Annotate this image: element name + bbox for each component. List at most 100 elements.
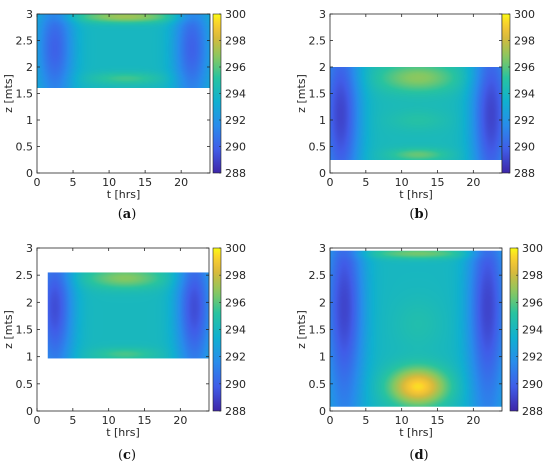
y-tick-label: 1 — [319, 351, 326, 364]
x-tick-label: 10 — [102, 176, 116, 189]
colorbar-tick-label: 290 — [225, 141, 246, 154]
heatmap-field — [47, 272, 209, 359]
y-tick-label: 0.5 — [16, 141, 34, 154]
colorbar-tick-label: 300 — [225, 8, 246, 21]
caption-letter: c — [123, 448, 131, 463]
y-tick-label: 1.5 — [16, 324, 34, 337]
colorbar-tick-label: 300 — [514, 8, 535, 21]
heatmap-panel-a: 0 5 10 15 20 0 0.5 1 1.5 2 2.5 3 t [hrs] z [mts] 288 29… — [2, 8, 246, 222]
colorbar-tick-label: 290 — [514, 141, 535, 154]
colorbar-tick-label: 292 — [225, 114, 246, 127]
x-tick-label: 0 — [34, 414, 41, 427]
colorbar-tick-label: 288 — [522, 405, 543, 418]
y-tick-label: 2.5 — [16, 269, 34, 282]
colorbar-tick-label: 300 — [522, 242, 543, 255]
heatmap-field — [330, 250, 502, 407]
y-tick-label: 0 — [319, 405, 326, 418]
colorbar-tick-label: 296 — [522, 296, 543, 309]
caption-letter: b — [414, 207, 423, 222]
y-axis-label: z [mts] — [295, 74, 308, 113]
colorbar-tick-label: 294 — [225, 88, 246, 101]
colorbar-tick-label: 294 — [225, 324, 246, 337]
colorbar-tick-label: 298 — [225, 35, 246, 48]
y-tick-label: 0 — [26, 167, 33, 180]
colorbar-tick-label: 298 — [225, 269, 246, 282]
x-tick-label: 5 — [362, 414, 369, 427]
x-tick-label: 10 — [102, 414, 116, 427]
y-tick-label: 1 — [319, 114, 326, 127]
panel-caption: (b) — [409, 207, 428, 222]
x-tick-label: 20 — [466, 414, 480, 427]
caption-open-paren: ( — [409, 207, 414, 222]
x-tick-label: 5 — [69, 414, 76, 427]
x-tick-label: 15 — [431, 176, 445, 189]
x-axis-label: t [hrs] — [399, 426, 433, 439]
y-tick-label: 1.5 — [309, 88, 327, 101]
colorbar-tick-label: 290 — [225, 378, 246, 391]
colorbar-tick-label: 288 — [514, 167, 535, 180]
y-tick-label: 2 — [319, 61, 326, 74]
heatmap-field — [330, 67, 502, 160]
y-tick-label: 3 — [319, 242, 326, 255]
x-tick-label: 20 — [174, 176, 188, 189]
x-axis-label: t [hrs] — [107, 188, 141, 201]
colorbar-tick-label: 292 — [225, 351, 246, 364]
y-tick-label: 1 — [26, 114, 33, 127]
panel-caption: (d) — [409, 448, 428, 463]
x-tick-label: 20 — [466, 176, 480, 189]
colorbar-tick-label: 292 — [522, 351, 543, 364]
heatmap-panel-b: 0 5 10 15 20 0 0.5 1 1.5 2 2.5 3 t [hrs] z [mts] 288 29… — [295, 8, 535, 222]
colorbar-tick-label: 288 — [225, 405, 246, 418]
y-tick-label: 1 — [26, 351, 33, 364]
x-tick-label: 0 — [327, 414, 334, 427]
colorbar-tick-label: 288 — [225, 167, 246, 180]
colorbar-tick-label: 296 — [225, 296, 246, 309]
x-tick-label: 0 — [34, 176, 41, 189]
y-axis-label: z [mts] — [295, 310, 308, 349]
y-tick-label: 0.5 — [16, 378, 34, 391]
y-tick-label: 0.5 — [309, 378, 327, 391]
x-tick-label: 10 — [395, 414, 409, 427]
x-axis-label: t [hrs] — [399, 188, 433, 201]
colorbar-tick-label: 290 — [522, 378, 543, 391]
heatmap-field — [37, 14, 210, 88]
colorbar-tick-label: 292 — [514, 114, 535, 127]
caption-open-paren: ( — [118, 448, 123, 463]
x-tick-label: 15 — [431, 414, 445, 427]
heatmap-panel-c: 0 5 10 15 20 0 0.5 1 1.5 2 2.5 3 t [hrs] z [mts] 288 29… — [2, 242, 246, 463]
colorbar-tick-label: 294 — [514, 88, 535, 101]
colorbar-tick-label: 296 — [225, 61, 246, 74]
panel-caption: (c) — [118, 448, 136, 463]
y-tick-label: 1.5 — [16, 88, 34, 101]
x-tick-label: 0 — [327, 176, 334, 189]
y-tick-label: 3 — [26, 242, 33, 255]
x-tick-label: 5 — [362, 176, 369, 189]
y-tick-label: 0 — [26, 405, 33, 418]
colorbar-tick-label: 298 — [514, 35, 535, 48]
caption-close-paren: ) — [131, 207, 136, 222]
caption-close-paren: ) — [424, 207, 429, 222]
x-tick-label: 20 — [173, 414, 187, 427]
colorbar-tick-label: 296 — [514, 61, 535, 74]
y-tick-label: 2.5 — [309, 269, 327, 282]
caption-letter: a — [123, 207, 132, 222]
y-tick-label: 2.5 — [309, 35, 327, 48]
y-tick-label: 3 — [26, 8, 33, 21]
y-tick-label: 1.5 — [309, 324, 327, 337]
caption-open-paren: ( — [409, 448, 414, 463]
y-tick-label: 2 — [26, 61, 33, 74]
heatmap-panel-d: 0 5 10 15 20 0 0.5 1 1.5 2 2.5 3 t [hrs] z [mts] 288 29… — [295, 242, 543, 463]
y-tick-label: 2 — [319, 296, 326, 309]
x-tick-label: 15 — [138, 176, 152, 189]
y-tick-label: 2.5 — [16, 35, 34, 48]
y-tick-label: 2 — [26, 296, 33, 309]
x-tick-label: 10 — [395, 176, 409, 189]
y-tick-label: 0.5 — [309, 141, 327, 154]
caption-close-paren: ) — [131, 448, 136, 463]
y-axis-label: z [mts] — [2, 310, 15, 349]
colorbar-tick-label: 294 — [522, 324, 543, 337]
colorbar-tick-label: 300 — [225, 242, 246, 255]
colorbar-tick-label: 298 — [522, 269, 543, 282]
x-tick-label: 15 — [138, 414, 152, 427]
